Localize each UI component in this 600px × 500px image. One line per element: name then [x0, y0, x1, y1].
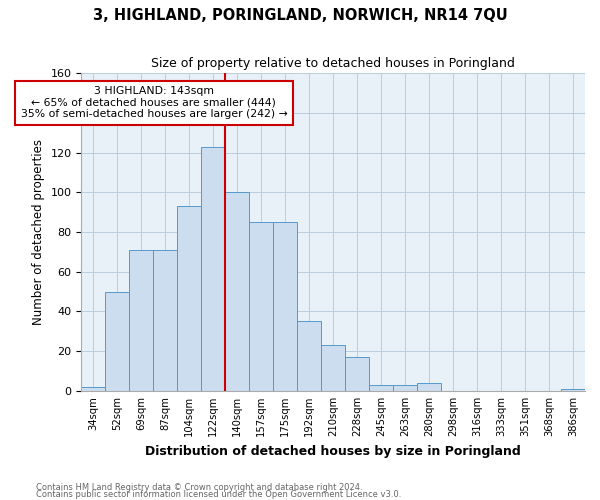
Bar — [273, 222, 297, 391]
Bar — [154, 250, 178, 391]
Bar — [417, 383, 441, 391]
Bar — [561, 389, 585, 391]
Text: Contains public sector information licensed under the Open Government Licence v3: Contains public sector information licen… — [36, 490, 401, 499]
Bar — [82, 387, 106, 391]
Text: Contains HM Land Registry data © Crown copyright and database right 2024.: Contains HM Land Registry data © Crown c… — [36, 484, 362, 492]
Y-axis label: Number of detached properties: Number of detached properties — [32, 139, 45, 325]
Bar — [249, 222, 273, 391]
Bar — [130, 250, 154, 391]
Text: 3, HIGHLAND, PORINGLAND, NORWICH, NR14 7QU: 3, HIGHLAND, PORINGLAND, NORWICH, NR14 7… — [92, 8, 508, 22]
Title: Size of property relative to detached houses in Poringland: Size of property relative to detached ho… — [151, 58, 515, 70]
Bar — [393, 385, 417, 391]
Bar — [106, 292, 130, 391]
Bar — [201, 146, 225, 391]
X-axis label: Distribution of detached houses by size in Poringland: Distribution of detached houses by size … — [145, 444, 521, 458]
Bar — [321, 345, 345, 391]
Bar — [369, 385, 393, 391]
Bar — [178, 206, 201, 391]
Text: 3 HIGHLAND: 143sqm
← 65% of detached houses are smaller (444)
35% of semi-detach: 3 HIGHLAND: 143sqm ← 65% of detached hou… — [20, 86, 287, 120]
Bar — [225, 192, 249, 391]
Bar — [297, 322, 321, 391]
Bar — [345, 357, 369, 391]
